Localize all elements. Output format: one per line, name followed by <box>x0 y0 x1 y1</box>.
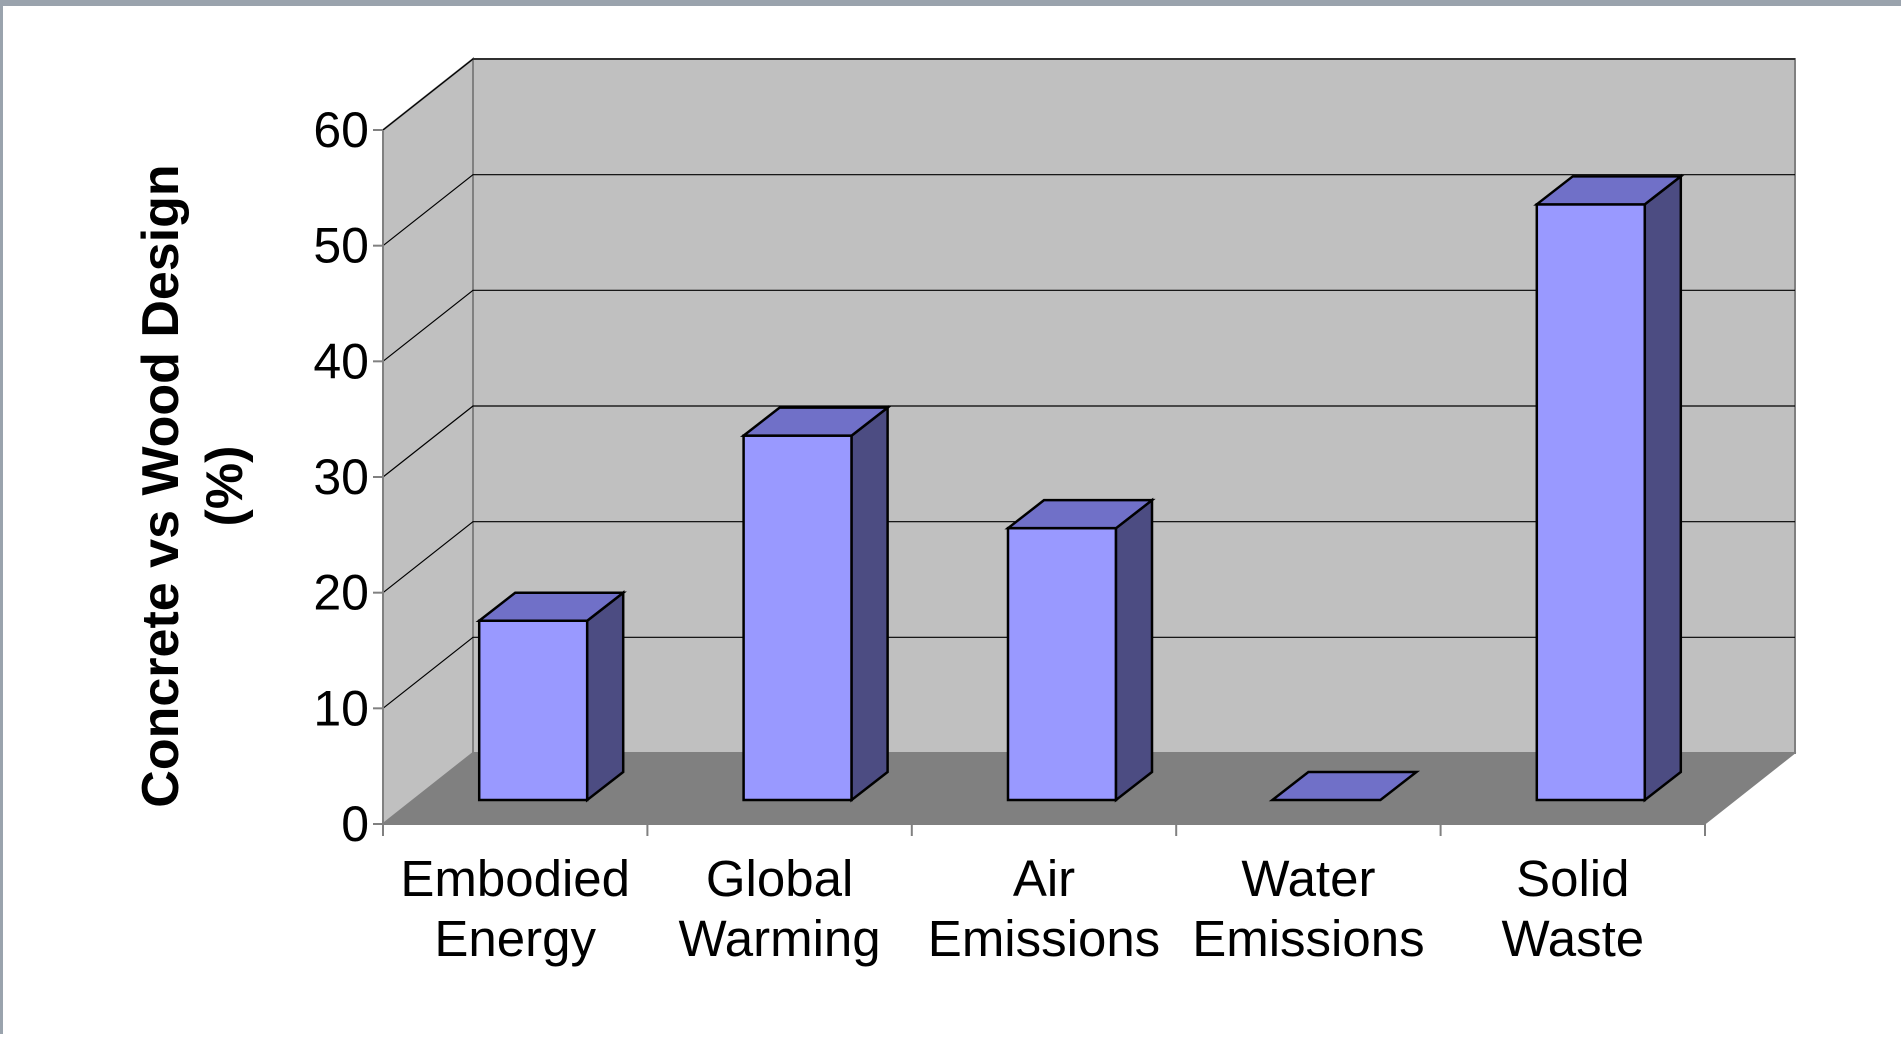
y-tick-label: 40 <box>313 333 369 389</box>
y-tick-label: 10 <box>313 680 369 736</box>
bar <box>1004 497 1156 803</box>
bar-top <box>1268 770 1421 802</box>
y-tick-label: 60 <box>313 102 369 158</box>
bar-side <box>850 405 889 803</box>
x-category-label: Air Emissions <box>928 850 1160 967</box>
x-category-label: Water Emissions <box>1192 850 1424 967</box>
x-category-label: Embodied Energy <box>400 850 630 967</box>
bar <box>1268 770 1421 802</box>
bar <box>1533 173 1685 803</box>
gridline <box>382 289 1795 362</box>
x-category-label: Solid Waste <box>1501 850 1644 967</box>
y-tick-label: 20 <box>313 565 369 621</box>
chart-area: 0 10 20 30 40 50 60 Embodied Energy Global Warming… <box>132 56 1797 967</box>
bar-front <box>477 619 589 802</box>
gridline <box>382 636 1795 709</box>
bar-front <box>742 434 853 802</box>
y-tick-label: 0 <box>341 796 369 852</box>
bar-top <box>475 591 627 622</box>
bar-top <box>739 406 892 437</box>
bar-side <box>1114 497 1154 803</box>
gridline <box>382 521 1795 594</box>
bar-top <box>1004 498 1156 530</box>
bar-side <box>585 590 625 803</box>
bar-front <box>1535 203 1647 802</box>
gridline <box>382 174 1795 247</box>
gridline <box>382 58 1795 131</box>
bar-front <box>1006 526 1118 802</box>
bar <box>739 405 892 803</box>
y-tick-label: 50 <box>313 218 369 274</box>
bar <box>475 590 627 803</box>
bar-top <box>1533 175 1685 206</box>
gridline <box>382 405 1795 478</box>
y-axis-title: Concrete vs Wood Design (%) <box>132 164 254 807</box>
y-tick-label: 30 <box>313 449 369 505</box>
bar-side <box>1643 173 1683 803</box>
x-category-label: Global Warming <box>679 850 881 967</box>
